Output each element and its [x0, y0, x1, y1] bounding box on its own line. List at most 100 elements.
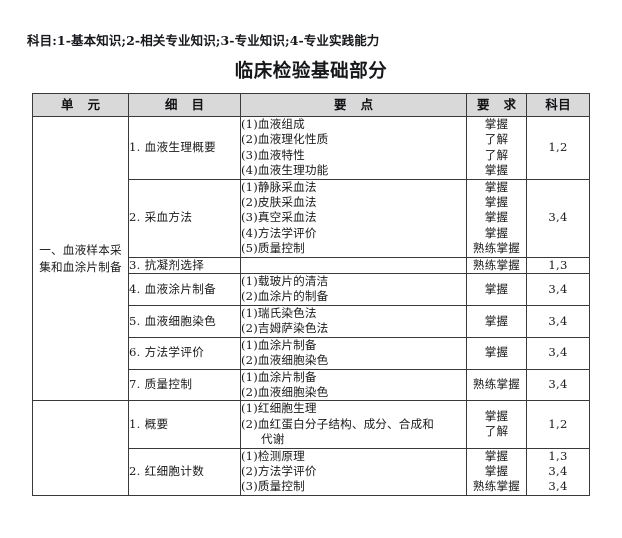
- requirement-line: 掌握: [484, 345, 509, 360]
- unit-cell-1: 一、血液样本采 集和血涂片制备: [32, 115, 129, 402]
- table-row: 7. 质量控制 (1)血涂片制备 (2)血液细胞染色 熟练掌握 3,4: [33, 368, 590, 402]
- requirement-cell: 掌握: [466, 273, 527, 306]
- item-cell: 5. 血液细胞染色: [128, 304, 241, 338]
- subject-line: 3,4: [548, 463, 568, 478]
- point-line: (3)真空采血法: [241, 210, 317, 225]
- requirement-line: 掌握: [484, 117, 509, 131]
- subject-cell: 1,3 3,4 3,4: [526, 447, 590, 496]
- point-cell: (1)血涂片制备 (2)血液细胞染色: [240, 336, 467, 370]
- subject-line: 3,4: [548, 210, 568, 225]
- point-line: (2)血液细胞染色: [241, 384, 329, 399]
- point-cell: [240, 256, 467, 275]
- requirement-line: 掌握: [484, 225, 509, 240]
- syllabus-table-container: 单 元 细 目 要 点 要 求 科目 一、血液样本采 集和血涂片制备 1. 血液…: [32, 93, 590, 496]
- column-header-requirement: 要 求: [466, 93, 527, 117]
- subject-line: 3,4: [548, 345, 568, 360]
- point-line: (2)血液细胞染色: [241, 353, 329, 368]
- table-body: 一、血液样本采 集和血涂片制备 1. 血液生理概要 (1)血液组成 (2)血液理…: [32, 115, 590, 496]
- table-row: 5. 血液细胞染色 (1)瑞氏染色法 (2)吉姆萨染色法 掌握 3,4: [33, 304, 590, 338]
- requirement-cell: 掌握: [466, 336, 527, 370]
- column-header-unit: 单 元: [32, 93, 129, 117]
- requirement-cell: 掌握 掌握 熟练掌握: [466, 447, 527, 496]
- requirement-line: 掌握: [484, 448, 509, 463]
- table-row: 2. 红细胞计数 (1)检测原理 (2)方法学评价 (3)质量控制 掌握 掌握 …: [33, 447, 590, 496]
- point-line: (2)皮肤采血法: [241, 195, 317, 210]
- point-cell: (1)检测原理 (2)方法学评价 (3)质量控制: [240, 447, 467, 496]
- requirement-line: 了解: [484, 132, 509, 147]
- point-line: (5)质量控制: [241, 241, 305, 256]
- requirement-cell: 熟练掌握: [466, 256, 527, 275]
- requirement-cell: 掌握 掌握 掌握 掌握 熟练掌握: [466, 178, 527, 258]
- point-line: (3)质量控制: [241, 479, 305, 494]
- item-cell: 3. 抗凝剂选择: [128, 256, 241, 275]
- point-line: (1)载玻片的清洁: [241, 274, 329, 289]
- point-cell: (1)载玻片的清洁 (2)血涂片的制备: [240, 273, 467, 306]
- requirement-line: 熟练掌握: [472, 257, 521, 272]
- table-header-row: 单 元 细 目 要 点 要 求 科目: [32, 93, 590, 117]
- requirement-line: 熟练掌握: [472, 241, 521, 256]
- subject-cell: 3,4: [526, 336, 590, 370]
- point-cell: (1)红细胞生理 (2)血红蛋白分子结构、成分、合成和 代谢: [240, 400, 467, 449]
- requirement-line: 掌握: [484, 163, 509, 178]
- point-cell: (1)血液组成 (2)血液理化性质 (3)血液特性 (4)血液生理功能: [240, 116, 467, 180]
- point-line: (2)吉姆萨染色法: [241, 321, 329, 336]
- requirement-cell: 掌握 了解: [466, 400, 527, 449]
- subject-cell: 3,4: [526, 304, 590, 338]
- point-line: (1)红细胞生理: [241, 401, 317, 416]
- subject-cell: 1,2: [526, 400, 590, 449]
- requirement-line: 掌握: [484, 281, 509, 296]
- point-line: (1)血涂片制备: [241, 369, 317, 384]
- unit-cell-2: [32, 400, 129, 496]
- point-cell: (1)瑞氏染色法 (2)吉姆萨染色法: [240, 304, 467, 338]
- point-line: (3)血液特性: [241, 147, 305, 162]
- item-cell: 2. 采血方法: [128, 178, 241, 258]
- unit-label-line1: 一、血液样本采: [39, 242, 122, 257]
- point-line: (1)瑞氏染色法: [241, 305, 317, 320]
- point-line: (1)静脉采血法: [241, 179, 317, 194]
- subject-line: 3,4: [548, 313, 568, 328]
- table-row: 3. 抗凝剂选择 熟练掌握 1,3: [33, 256, 590, 275]
- subject-line: 3,4: [548, 281, 568, 296]
- table-row: 1. 概要 (1)红细胞生理 (2)血红蛋白分子结构、成分、合成和 代谢 掌握 …: [32, 400, 590, 496]
- subject-line: 1,3: [548, 448, 568, 463]
- subject-line: 1,3: [548, 257, 568, 272]
- item-cell: 7. 质量控制: [128, 368, 241, 402]
- syllabus-table: 单 元 细 目 要 点 要 求 科目 一、血液样本采 集和血涂片制备 1. 血液…: [32, 93, 590, 496]
- unit-label-line2: 集和血涂片制备: [39, 259, 122, 274]
- requirement-line: 掌握: [484, 179, 509, 194]
- column-header-subject: 科目: [526, 93, 590, 117]
- point-line: (2)血液理化性质: [241, 132, 329, 147]
- item-cell: 1. 概要: [128, 400, 241, 449]
- point-line: (2)血红蛋白分子结构、成分、合成和: [241, 416, 435, 431]
- item-cell: 6. 方法学评价: [128, 336, 241, 370]
- page-title: 临床检验基础部分: [234, 61, 388, 82]
- table-row: 一、血液样本采 集和血涂片制备 1. 血液生理概要 (1)血液组成 (2)血液理…: [32, 115, 590, 402]
- item-cell: 4. 血液涂片制备: [128, 273, 241, 306]
- requirement-line: 掌握: [484, 313, 509, 328]
- table-row: 4. 血液涂片制备 (1)载玻片的清洁 (2)血涂片的制备 掌握 3,4: [33, 273, 590, 306]
- column-header-point: 要 点: [240, 93, 467, 117]
- point-line: (1)检测原理: [241, 448, 305, 463]
- item-cell: 2. 红细胞计数: [128, 447, 241, 496]
- requirement-cell: 掌握: [466, 304, 527, 338]
- point-line-continuation: 代谢: [261, 432, 285, 447]
- requirement-cell: 熟练掌握: [466, 368, 527, 402]
- point-line: (4)血液生理功能: [241, 163, 329, 178]
- point-line: (2)血涂片的制备: [241, 289, 329, 304]
- requirement-line: 熟练掌握: [472, 377, 521, 392]
- point-cell: (1)血涂片制备 (2)血液细胞染色: [240, 368, 467, 402]
- point-line: (4)方法学评价: [241, 225, 317, 240]
- requirement-cell: 掌握 了解 了解 掌握: [466, 116, 527, 180]
- requirement-line: 熟练掌握: [472, 479, 521, 494]
- subject-cell: 3,4: [526, 273, 590, 306]
- requirement-line: 掌握: [484, 409, 509, 424]
- point-line: (2)方法学评价: [241, 463, 317, 478]
- requirement-line: 了解: [484, 424, 509, 439]
- requirement-line: 掌握: [484, 210, 509, 225]
- point-line: (1)血液组成: [241, 117, 305, 131]
- subject-cell: 3,4: [526, 368, 590, 402]
- subject-line: 3,4: [548, 377, 568, 392]
- requirement-line: 了解: [484, 147, 509, 162]
- subject-legend-caption: 科目:1-基本知识;2-相关专业知识;3-专业知识;4-专业实践能力: [27, 33, 380, 48]
